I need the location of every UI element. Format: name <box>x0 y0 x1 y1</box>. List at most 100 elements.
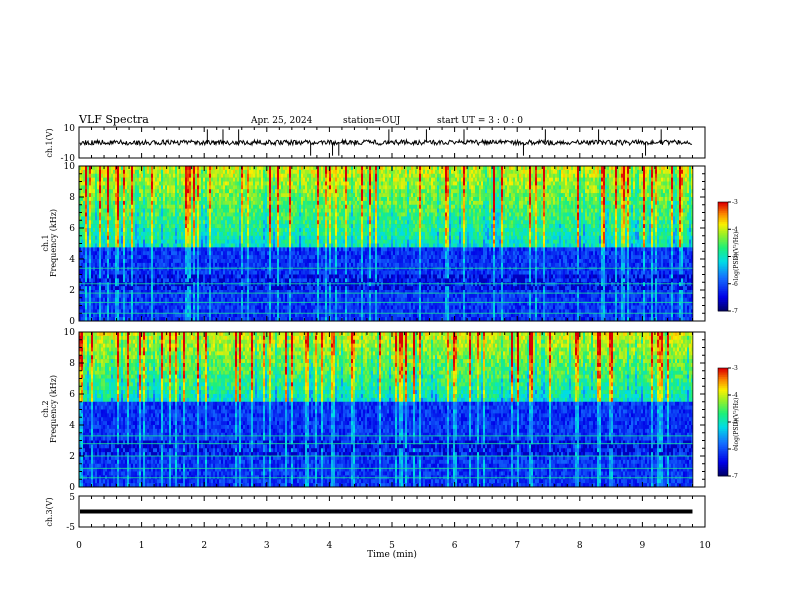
spectrogram-cell <box>211 193 213 197</box>
spectrogram-cell <box>277 306 279 310</box>
spectrogram-cell <box>165 306 167 310</box>
spectrogram-cell <box>243 313 245 317</box>
spectrogram-cell <box>175 306 177 310</box>
spectrogram-cell <box>295 282 297 286</box>
spectrogram-cell <box>287 189 289 193</box>
spectrogram-cell <box>249 240 251 244</box>
spectrogram-cell <box>171 267 173 271</box>
spectrogram-cell <box>257 247 259 251</box>
spectrogram-cell <box>181 166 183 170</box>
spectrogram-cell <box>207 170 209 174</box>
spectrogram-cell <box>171 298 173 302</box>
spectrogram-cell <box>185 228 187 232</box>
spectrogram-cell <box>261 244 263 248</box>
spectrogram-cell <box>199 182 201 186</box>
spectrogram-cell <box>199 178 201 182</box>
spectrogram-cell <box>115 263 117 267</box>
spectrogram-cell <box>297 294 299 298</box>
spectrogram-cell <box>141 247 143 251</box>
spectrogram-cell <box>117 182 119 186</box>
spectrogram-cell <box>93 228 95 232</box>
spectrogram-cell <box>215 313 217 317</box>
spectrogram-cell <box>87 174 89 178</box>
spectrogram-cell <box>167 174 169 178</box>
spectrogram-cell <box>261 197 263 201</box>
spectrogram-cell <box>179 255 181 259</box>
spectrogram-cell <box>217 224 219 228</box>
spectrogram-cell <box>137 271 139 275</box>
spectrogram-cell <box>161 224 163 228</box>
spectrogram-cell <box>171 201 173 205</box>
spectrogram-cell <box>177 178 179 182</box>
spectrogram-cell <box>177 251 179 255</box>
spectrogram-cell <box>195 247 197 251</box>
spectrogram-cell <box>245 240 247 244</box>
spectrogram-cell <box>245 213 247 217</box>
spectrogram-cell <box>281 232 283 236</box>
spectrogram-cell <box>227 232 229 236</box>
spectrogram-cell <box>175 278 177 282</box>
spectrogram-cell <box>217 185 219 189</box>
spectrogram-cell <box>117 271 119 275</box>
spectrogram-cell <box>247 263 249 267</box>
spectrogram-cell <box>119 232 121 236</box>
spectrogram-cell <box>251 263 253 267</box>
spectrogram-cell <box>85 267 87 271</box>
spectrogram-cell <box>219 166 221 170</box>
spectrogram-cell <box>237 193 239 197</box>
spectrogram-cell <box>217 209 219 213</box>
spectrogram-cell <box>281 213 283 217</box>
spectrogram-cell <box>173 294 175 298</box>
spectrogram-cell <box>195 213 197 217</box>
spectrogram-cell <box>163 313 165 317</box>
spectrogram-cell <box>209 182 211 186</box>
spectrogram-cell <box>249 224 251 228</box>
spectrogram-cell <box>315 306 317 310</box>
spectrogram-cell <box>127 282 129 286</box>
spectrogram-cell <box>195 216 197 220</box>
spectrogram-cell <box>199 275 201 279</box>
spectrogram-cell <box>155 166 157 170</box>
spectrogram-cell <box>253 236 255 240</box>
spectrogram-cell <box>99 313 101 317</box>
spectrogram-cell <box>105 298 107 302</box>
spectrogram-cell <box>287 170 289 174</box>
spectrogram-cell <box>239 236 241 240</box>
spectrogram-cell <box>87 259 89 263</box>
spectrogram-cell <box>103 282 105 286</box>
spectrogram-cell <box>249 236 251 240</box>
spectrogram-cell <box>259 313 261 317</box>
spectrogram-cell <box>147 209 149 213</box>
spectrogram-cell <box>227 313 229 317</box>
spectrogram-cell <box>231 294 233 298</box>
spectrogram-cell <box>211 201 213 205</box>
spectrogram-cell <box>193 228 195 232</box>
spectrogram-cell <box>143 240 145 244</box>
spectrogram-cell <box>263 178 265 182</box>
spectrogram-cell <box>263 251 265 255</box>
spectrogram-cell <box>177 197 179 201</box>
spectrogram-cell <box>191 306 193 310</box>
spectrogram-cell <box>105 286 107 290</box>
spectrogram-cell <box>187 228 189 232</box>
spectrogram-cell <box>185 174 187 178</box>
spectrogram-cell <box>283 189 285 193</box>
spectrogram-cell <box>141 298 143 302</box>
spectrogram-cell <box>227 244 229 248</box>
spectrogram-cell <box>219 189 221 193</box>
spectrogram-cell <box>281 255 283 259</box>
spectrogram-cell <box>207 306 209 310</box>
spectrogram-cell <box>253 263 255 267</box>
spectrogram-cell <box>281 278 283 282</box>
spectrogram-cell <box>145 209 147 213</box>
spectrogram-cell <box>305 313 307 317</box>
spectrogram-cell <box>291 224 293 228</box>
spectrogram-cell <box>255 298 257 302</box>
spectrogram-cell <box>257 189 259 193</box>
spectrogram-cell <box>97 170 99 174</box>
spectrogram-cell <box>217 255 219 259</box>
spectrogram-cell <box>305 236 307 240</box>
spectrogram-cell <box>173 263 175 267</box>
spectrogram-cell <box>169 220 171 224</box>
spectrogram-cell <box>159 170 161 174</box>
